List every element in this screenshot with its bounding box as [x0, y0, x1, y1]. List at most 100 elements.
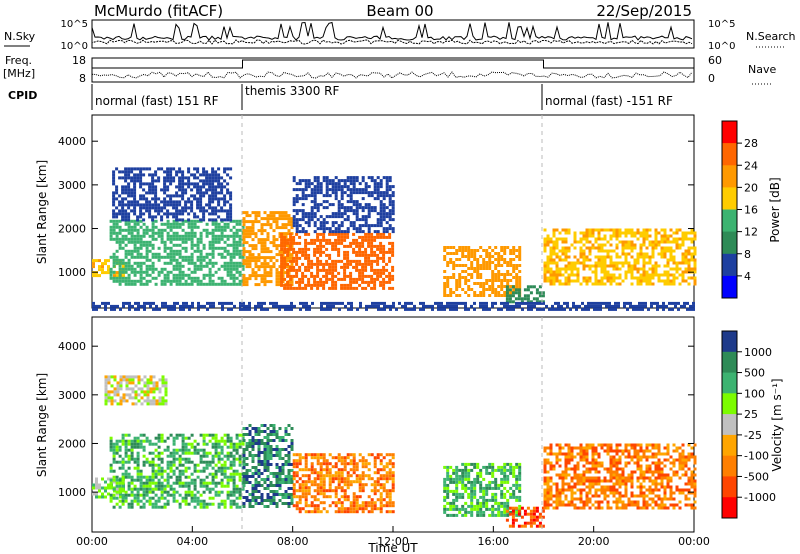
- echo-cell: [181, 436, 185, 440]
- echo-cell: [245, 307, 248, 311]
- echo-cell: [266, 262, 270, 266]
- echo-cell: [379, 182, 383, 186]
- echo-cell: [245, 277, 249, 281]
- echo-cell: [142, 255, 146, 259]
- echo-cell: [154, 282, 158, 286]
- echo-cell: [292, 247, 296, 251]
- echo-cell: [275, 451, 279, 454]
- echo-cell: [110, 402, 114, 406]
- echo-cell: [633, 231, 637, 235]
- echo-cell: [229, 499, 233, 503]
- echo-cell: [593, 307, 596, 311]
- echo-cell: [630, 228, 634, 232]
- echo-cell: [663, 279, 667, 283]
- echo-cell: [133, 273, 137, 277]
- echo-cell: [346, 250, 350, 254]
- echo-cell: [497, 276, 501, 279]
- echo-cell: [573, 255, 577, 259]
- echo-cell: [196, 182, 200, 186]
- echo-cell: [119, 402, 123, 406]
- echo-cell: [352, 265, 356, 269]
- echo-cell: [154, 206, 158, 210]
- echo-cell: [139, 185, 143, 189]
- echo-cell: [154, 442, 158, 446]
- echo-cell: [627, 264, 631, 268]
- echo-cell: [576, 261, 580, 265]
- echo-cell: [115, 240, 119, 244]
- echo-cell: [101, 495, 104, 499]
- echo-cell: [205, 261, 209, 265]
- echo-cell: [546, 240, 550, 244]
- echo-cell: [214, 240, 218, 244]
- echo-cell: [343, 274, 347, 278]
- echo-cell: [509, 273, 513, 276]
- echo-cell: [127, 194, 131, 198]
- echo-cell: [310, 456, 314, 460]
- echo-cell: [181, 433, 185, 437]
- echo-cell: [242, 448, 246, 451]
- echo-cell: [112, 237, 116, 241]
- echo-cell: [178, 218, 182, 222]
- echo-cell: [364, 247, 368, 251]
- echo-cell: [118, 484, 122, 488]
- echo-cell: [624, 228, 628, 232]
- echo-cell: [352, 200, 356, 204]
- echo-cell: [392, 301, 395, 305]
- echo-cell: [148, 185, 152, 189]
- echo-cell: [166, 173, 170, 177]
- echo-cell: [175, 273, 179, 277]
- echo-cell: [313, 224, 317, 228]
- echo-cell: [526, 288, 530, 292]
- echo-cell: [609, 234, 613, 238]
- echo-cell: [212, 301, 215, 305]
- echo-cell: [263, 424, 267, 427]
- echo-cell: [527, 301, 530, 305]
- echo-cell: [633, 246, 637, 250]
- echo-cell: [145, 243, 149, 247]
- echo-cell: [284, 493, 288, 496]
- echo-cell: [266, 265, 270, 269]
- echo-cell: [190, 219, 194, 223]
- echo-cell: [281, 448, 285, 451]
- echo-cell: [121, 433, 125, 437]
- echo-cell: [337, 477, 341, 481]
- echo-cell: [385, 191, 389, 195]
- echo-cell: [172, 222, 176, 226]
- echo-cell: [307, 280, 311, 284]
- echo-cell: [110, 375, 114, 379]
- echo-cell: [139, 225, 143, 229]
- echo-cell: [214, 484, 218, 488]
- echo-cell: [172, 249, 176, 253]
- echo-cell: [133, 182, 137, 186]
- echo-cell: [196, 249, 200, 253]
- echo-cell: [385, 185, 389, 189]
- echo-cell: [226, 209, 230, 213]
- echo-cell: [506, 307, 509, 311]
- echo-cell: [157, 167, 161, 171]
- echo-cell: [675, 237, 679, 241]
- echo-cell: [337, 227, 341, 231]
- echo-cell: [506, 301, 509, 305]
- echo-cell: [284, 433, 288, 436]
- echo-cell: [242, 304, 245, 308]
- echo-cell: [564, 276, 568, 280]
- echo-cell: [633, 264, 637, 268]
- echo-cell: [217, 176, 221, 180]
- echo-cell: [214, 237, 218, 241]
- echo-cell: [209, 304, 212, 308]
- echo-cell: [340, 238, 344, 242]
- echo-cell: [133, 478, 137, 482]
- echo-cell: [582, 279, 586, 283]
- echo-cell: [121, 493, 125, 497]
- echo-cell: [205, 481, 209, 485]
- echo-cell: [214, 212, 218, 216]
- echo-cell: [217, 460, 221, 464]
- echo-cell: [232, 246, 236, 250]
- colorbar-tick-label: 4: [744, 270, 751, 283]
- echo-cell: [286, 271, 290, 275]
- echo-cell: [316, 280, 320, 284]
- echo-cell: [263, 301, 266, 305]
- echo-cell: [127, 493, 131, 497]
- echo-cell: [301, 227, 305, 231]
